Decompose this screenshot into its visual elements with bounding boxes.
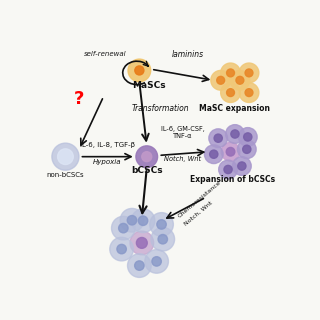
Circle shape [135, 261, 144, 270]
Text: bCSCs: bCSCs [131, 166, 163, 175]
Circle shape [230, 70, 250, 90]
Circle shape [245, 89, 253, 97]
Circle shape [227, 69, 235, 77]
Text: Transformation: Transformation [132, 104, 189, 113]
Text: IL-6, IL-8, TGF-β: IL-6, IL-8, TGF-β [80, 142, 135, 148]
Circle shape [58, 149, 73, 164]
Text: Notch, Wnt: Notch, Wnt [183, 200, 214, 227]
Circle shape [127, 215, 137, 225]
Circle shape [152, 257, 161, 266]
Circle shape [119, 223, 128, 233]
Circle shape [211, 70, 230, 90]
Circle shape [243, 145, 251, 153]
Circle shape [238, 162, 246, 170]
Circle shape [214, 134, 222, 142]
Text: ?: ? [74, 90, 84, 108]
Circle shape [142, 152, 152, 162]
Circle shape [226, 148, 235, 156]
Circle shape [226, 124, 244, 143]
Circle shape [244, 133, 252, 141]
Circle shape [120, 208, 144, 232]
Text: Expansion of bCSCs: Expansion of bCSCs [190, 175, 276, 184]
Circle shape [210, 150, 218, 158]
Text: self-renewal: self-renewal [84, 51, 126, 57]
Text: Hypoxia: Hypoxia [93, 159, 122, 164]
Circle shape [227, 89, 235, 97]
Text: laminins: laminins [171, 50, 204, 59]
Circle shape [128, 254, 151, 277]
Circle shape [219, 160, 237, 179]
Text: IL-6, GM-CSF,
TNF-α: IL-6, GM-CSF, TNF-α [161, 126, 204, 139]
Circle shape [117, 244, 126, 254]
Circle shape [221, 83, 240, 102]
Circle shape [150, 212, 173, 236]
Circle shape [231, 130, 239, 138]
Circle shape [233, 157, 251, 175]
Text: Notch, Wnt: Notch, Wnt [164, 156, 201, 162]
Circle shape [128, 59, 151, 82]
Circle shape [145, 250, 168, 273]
Circle shape [151, 228, 175, 251]
Circle shape [138, 216, 148, 226]
Circle shape [136, 237, 147, 248]
Circle shape [131, 209, 155, 233]
Circle shape [221, 142, 240, 161]
Circle shape [135, 66, 144, 75]
Circle shape [52, 143, 79, 170]
Circle shape [239, 83, 259, 102]
Circle shape [209, 129, 228, 148]
Text: MaSCs: MaSCs [132, 81, 166, 90]
Circle shape [245, 69, 253, 77]
Circle shape [224, 165, 232, 174]
Circle shape [239, 63, 259, 83]
Text: MaSC expansion: MaSC expansion [199, 104, 270, 113]
Circle shape [110, 237, 133, 261]
Text: Chemoresistance: Chemoresistance [177, 180, 222, 219]
Circle shape [130, 231, 154, 255]
Circle shape [158, 235, 167, 244]
Circle shape [238, 128, 257, 146]
Circle shape [204, 145, 223, 164]
Text: non-bCSCs: non-bCSCs [47, 172, 84, 178]
Circle shape [136, 146, 157, 167]
Circle shape [221, 63, 240, 83]
Circle shape [237, 140, 256, 159]
Circle shape [236, 76, 244, 84]
Circle shape [111, 216, 135, 240]
Circle shape [157, 220, 166, 229]
Circle shape [217, 76, 225, 84]
